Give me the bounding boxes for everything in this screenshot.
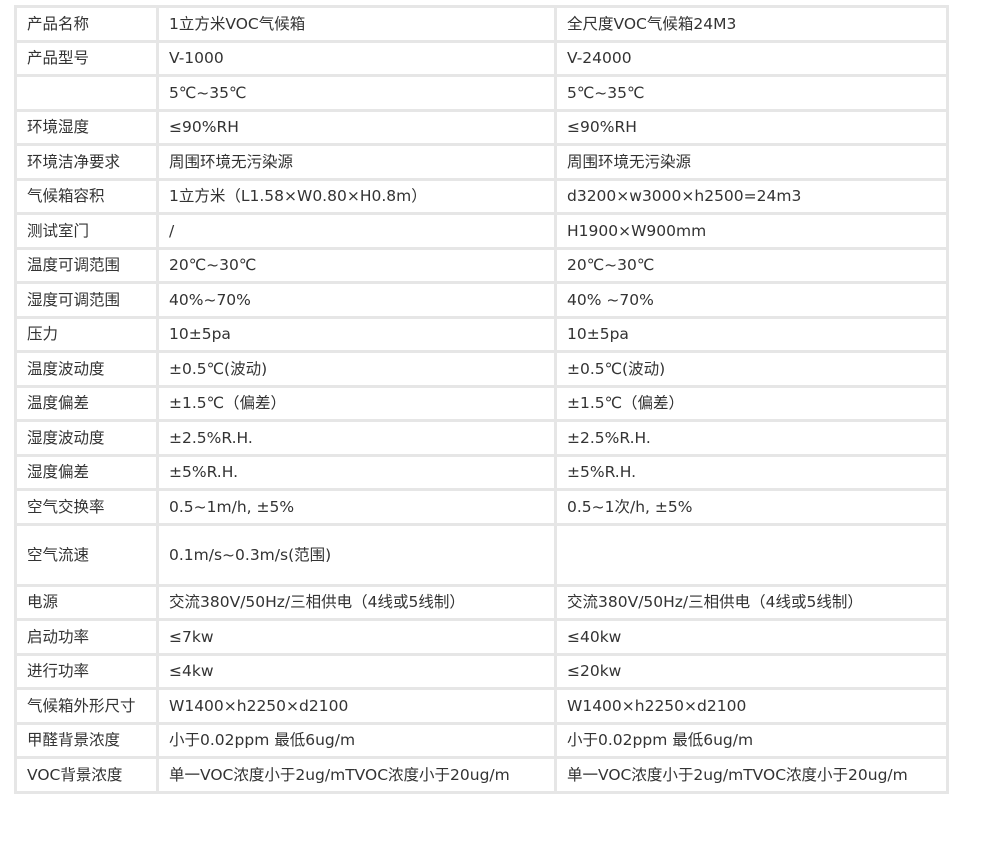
row-label: 温度可调范围 xyxy=(14,246,159,284)
value-model-2: ≤20kw xyxy=(554,652,949,690)
value-model-2: 10±5pa xyxy=(554,315,949,353)
value-model-2: 5℃~35℃ xyxy=(554,74,949,112)
value-model-1: 小于0.02ppm 最低6ug/m xyxy=(156,721,557,759)
table-row: 压力 10±5pa 10±5pa xyxy=(14,315,949,353)
row-label: 测试室门 xyxy=(14,212,159,250)
table-row: 进行功率 ≤4kw ≤20kw xyxy=(14,652,949,690)
row-label: 空气流速 xyxy=(14,522,159,587)
value-model-2: ±5%R.H. xyxy=(554,453,949,491)
value-model-1: 5℃~35℃ xyxy=(156,74,557,112)
value-model-2: ±2.5%R.H. xyxy=(554,419,949,457)
table-row: 温度可调范围 20℃~30℃ 20℃~30℃ xyxy=(14,246,949,284)
table-row: 电源 交流380V/50Hz/三相供电（4线或5线制） 交流380V/50Hz/三相… xyxy=(14,583,949,621)
value-model-2: 20℃~30℃ xyxy=(554,246,949,284)
table-row: 产品型号 V-1000 V-24000 xyxy=(14,39,949,77)
row-label: 压力 xyxy=(14,315,159,353)
value-model-2: 单一VOC浓度小于2ug/mTVOC浓度小于20ug/m xyxy=(554,756,949,794)
table-row: 环境湿度 ≤90%RH ≤90%RH xyxy=(14,108,949,146)
value-model-1: ±0.5℃(波动) xyxy=(156,350,557,388)
value-model-1: 1立方米（L1.58×W0.80×H0.8m） xyxy=(156,177,557,215)
table-row: 产品名称 1立方米VOC气候箱 全尺度VOC气候箱24M3 xyxy=(14,5,949,43)
value-model-1: ±5%R.H. xyxy=(156,453,557,491)
row-label xyxy=(14,74,159,112)
row-label: 气候箱容积 xyxy=(14,177,159,215)
value-model-1: 40%~70% xyxy=(156,281,557,319)
value-model-1: ≤4kw xyxy=(156,652,557,690)
table-row: 启动功率 ≤7kw ≤40kw xyxy=(14,618,949,656)
table-row: 测试室门 / H1900×W900mm xyxy=(14,212,949,250)
row-label: 电源 xyxy=(14,583,159,621)
row-label: 湿度偏差 xyxy=(14,453,159,491)
table-row: 气候箱容积 1立方米（L1.58×W0.80×H0.8m） d3200×w3000×… xyxy=(14,177,949,215)
row-label: 温度波动度 xyxy=(14,350,159,388)
value-model-2: W1400×h2250×d2100 xyxy=(554,687,949,725)
value-model-2: 40% ~70% xyxy=(554,281,949,319)
value-model-2: ±1.5℃（偏差） xyxy=(554,384,949,422)
value-model-1: 周围环境无污染源 xyxy=(156,143,557,181)
value-model-2: 全尺度VOC气候箱24M3 xyxy=(554,5,949,43)
table-row: 环境洁净要求 周围环境无污染源 周围环境无污染源 xyxy=(14,143,949,181)
spec-table-body: 产品名称 1立方米VOC气候箱 全尺度VOC气候箱24M3 产品型号 V-1000 V-2… xyxy=(14,5,949,794)
value-model-2 xyxy=(554,522,949,587)
value-model-1: ±1.5℃（偏差） xyxy=(156,384,557,422)
value-model-1: 1立方米VOC气候箱 xyxy=(156,5,557,43)
value-model-2: H1900×W900mm xyxy=(554,212,949,250)
row-label: 环境湿度 xyxy=(14,108,159,146)
value-model-2: ≤90%RH xyxy=(554,108,949,146)
table-row: 温度波动度 ±0.5℃(波动) ±0.5℃(波动) xyxy=(14,350,949,388)
table-row: 湿度可调范围 40%~70% 40% ~70% xyxy=(14,281,949,319)
table-row: 温度偏差 ±1.5℃（偏差） ±1.5℃（偏差） xyxy=(14,384,949,422)
row-label: 启动功率 xyxy=(14,618,159,656)
value-model-2: 交流380V/50Hz/三相供电（4线或5线制） xyxy=(554,583,949,621)
value-model-1: 交流380V/50Hz/三相供电（4线或5线制） xyxy=(156,583,557,621)
value-model-1: ≤90%RH xyxy=(156,108,557,146)
row-label: 湿度可调范围 xyxy=(14,281,159,319)
row-label: 湿度波动度 xyxy=(14,419,159,457)
value-model-1: ≤7kw xyxy=(156,618,557,656)
row-label: 产品型号 xyxy=(14,39,159,77)
value-model-1: W1400×h2250×d2100 xyxy=(156,687,557,725)
table-row: VOC背景浓度 单一VOC浓度小于2ug/mTVOC浓度小于20ug/m 单一VOC… xyxy=(14,756,949,794)
value-model-1: 0.1m/s~0.3m/s(范围) xyxy=(156,522,557,587)
row-label: 空气交换率 xyxy=(14,488,159,526)
row-label: VOC背景浓度 xyxy=(14,756,159,794)
value-model-1: 0.5~1m/h, ±5% xyxy=(156,488,557,526)
value-model-1: V-1000 xyxy=(156,39,557,77)
value-model-1: 单一VOC浓度小于2ug/mTVOC浓度小于20ug/m xyxy=(156,756,557,794)
row-label: 产品名称 xyxy=(14,5,159,43)
value-model-1: / xyxy=(156,212,557,250)
value-model-2: 0.5~1次/h, ±5% xyxy=(554,488,949,526)
row-label: 环境洁净要求 xyxy=(14,143,159,181)
row-label: 温度偏差 xyxy=(14,384,159,422)
value-model-2: d3200×w3000×h2500=24m3 xyxy=(554,177,949,215)
value-model-2: ±0.5℃(波动) xyxy=(554,350,949,388)
value-model-2: ≤40kw xyxy=(554,618,949,656)
value-model-1: ±2.5%R.H. xyxy=(156,419,557,457)
table-row: 湿度偏差 ±5%R.H. ±5%R.H. xyxy=(14,453,949,491)
table-row: 湿度波动度 ±2.5%R.H. ±2.5%R.H. xyxy=(14,419,949,457)
table-row: 5℃~35℃ 5℃~35℃ xyxy=(14,74,949,112)
row-label: 进行功率 xyxy=(14,652,159,690)
value-model-2: 小于0.02ppm 最低6ug/m xyxy=(554,721,949,759)
row-label: 气候箱外形尺寸 xyxy=(14,687,159,725)
table-row: 空气流速 0.1m/s~0.3m/s(范围) xyxy=(14,522,949,587)
table-row: 甲醛背景浓度 小于0.02ppm 最低6ug/m 小于0.02ppm 最低6ug/m xyxy=(14,721,949,759)
value-model-1: 10±5pa xyxy=(156,315,557,353)
spec-table: 产品名称 1立方米VOC气候箱 全尺度VOC气候箱24M3 产品型号 V-1000 V-2… xyxy=(14,5,949,794)
table-row: 气候箱外形尺寸 W1400×h2250×d2100 W1400×h2250×d210… xyxy=(14,687,949,725)
row-label: 甲醛背景浓度 xyxy=(14,721,159,759)
value-model-2: V-24000 xyxy=(554,39,949,77)
value-model-1: 20℃~30℃ xyxy=(156,246,557,284)
value-model-2: 周围环境无污染源 xyxy=(554,143,949,181)
table-row: 空气交换率 0.5~1m/h, ±5% 0.5~1次/h, ±5% xyxy=(14,488,949,526)
